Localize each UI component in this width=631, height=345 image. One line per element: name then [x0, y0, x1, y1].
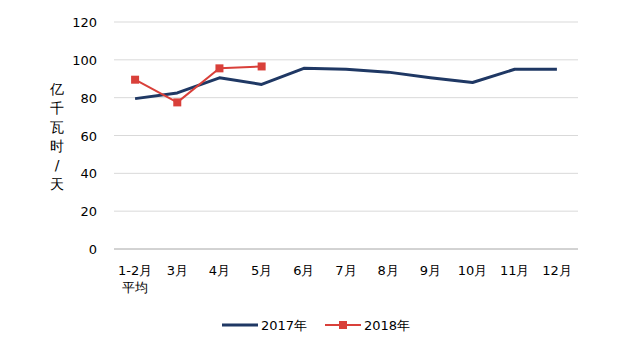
x-tick-label-line: 12月	[542, 263, 572, 278]
y-axis-label-char: 千	[50, 100, 64, 116]
grid-line	[114, 173, 578, 174]
legend-label: 2017年	[261, 318, 307, 333]
series-marker	[215, 64, 223, 72]
grid-line	[114, 249, 578, 250]
x-tick-label: 7月	[335, 263, 356, 278]
series-line	[135, 66, 262, 102]
y-tick-label: 120	[72, 15, 97, 30]
legend-marker	[339, 321, 347, 329]
x-tick-label-line: 3月	[167, 263, 188, 278]
legend-label: 2018年	[364, 318, 410, 333]
x-tick-label: 3月	[167, 263, 188, 278]
x-tick-label-line: 11月	[500, 263, 530, 278]
y-axis-label-char: 时	[50, 138, 64, 154]
series-marker	[131, 76, 139, 84]
x-tick-label: 5月	[251, 263, 272, 278]
series-marker	[258, 62, 266, 70]
y-tick-label: 0	[89, 242, 97, 257]
y-axis-label-char: 亿	[49, 81, 64, 97]
series-marker	[173, 98, 181, 106]
x-tick-label: 12月	[542, 263, 572, 278]
grid-line	[114, 211, 578, 212]
x-tick-label: 11月	[500, 263, 530, 278]
x-tick-label-line: 9月	[420, 263, 441, 278]
x-tick-label-line: 10月	[458, 263, 488, 278]
series-line	[135, 68, 557, 98]
x-tick-label-line: 4月	[209, 263, 230, 278]
chart: 0 20 40 60 80 100 120 亿千瓦时 / 天 1-2月平均 3月 4月 5月 6月 7月 8月 9…	[0, 0, 631, 345]
y-axis-label-char: /	[55, 157, 60, 173]
x-tick-label: 10月	[458, 263, 488, 278]
y-axis-label: 亿千瓦时 / 天	[49, 81, 64, 192]
y-tick-label: 60	[80, 129, 97, 144]
y-axis-label-char: 瓦	[50, 119, 64, 135]
x-tick-label: 1-2月平均	[118, 263, 152, 295]
x-tick-label: 9月	[420, 263, 441, 278]
legend-swatch	[222, 324, 258, 327]
grid-line	[114, 135, 578, 136]
y-axis-label-char: 天	[50, 176, 64, 192]
x-tick-label-line: 7月	[335, 263, 356, 278]
x-tick-label-line: 8月	[378, 263, 399, 278]
x-tick-label-line: 平均	[122, 280, 148, 295]
y-tick-label: 20	[80, 204, 97, 219]
x-tick-label: 4月	[209, 263, 230, 278]
x-tick-label: 6月	[293, 263, 314, 278]
grid-line	[114, 59, 578, 60]
y-tick-label: 80	[80, 91, 97, 106]
plot-area	[131, 62, 557, 106]
x-tick-label-line: 5月	[251, 263, 272, 278]
y-tick-label: 40	[80, 166, 97, 181]
y-tick-label: 100	[72, 53, 97, 68]
x-tick-label-line: 6月	[293, 263, 314, 278]
x-tick-label-line: 1-2月	[118, 263, 152, 278]
grid-line	[114, 22, 578, 23]
x-tick-label: 8月	[378, 263, 399, 278]
